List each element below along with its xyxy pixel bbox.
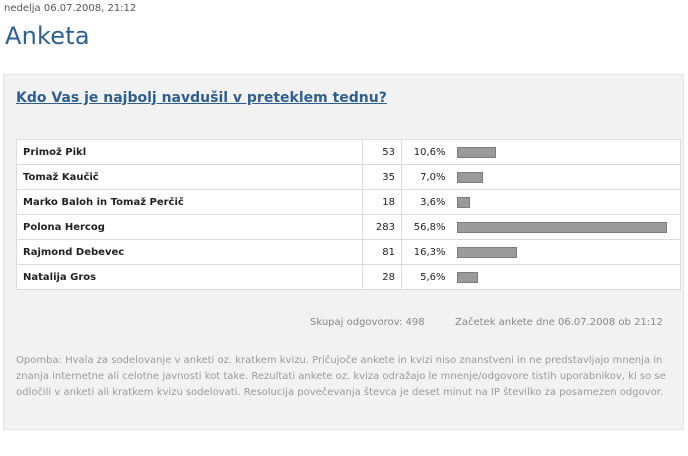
total-votes: Skupaj odgovorov: 498 xyxy=(310,317,425,328)
poll-option-name: Marko Baloh in Tomaž Perčič xyxy=(16,189,363,215)
poll-row: Marko Baloh in Tomaž Perčič 18 3,6% xyxy=(16,189,681,215)
poll-option-percent: 56,8% xyxy=(401,214,454,240)
poll-question-link[interactable]: Kdo Vas je najbolj navdušil v preteklem … xyxy=(16,90,387,106)
poll-row: Rajmond Debevec 81 16,3% xyxy=(16,239,681,265)
poll-row: Polona Hercog 283 56,8% xyxy=(16,214,681,240)
poll-option-name: Primož Pikl xyxy=(16,139,363,165)
poll-option-name: Polona Hercog xyxy=(16,214,363,240)
poll-results-table: Primož Pikl 53 10,6% Tomaž Kaučič 35 7,0% Mark… xyxy=(16,139,681,290)
poll-option-percent: 7,0% xyxy=(401,164,454,190)
poll-row: Natalija Gros 28 5,6% xyxy=(16,264,681,290)
poll-option-bar xyxy=(456,171,483,183)
poll-option-percent: 16,3% xyxy=(401,239,454,265)
poll-option-bar xyxy=(456,196,470,208)
poll-option-bar xyxy=(456,221,667,233)
poll-option-votes: 35 xyxy=(362,164,402,190)
page-title: Anketa xyxy=(5,22,90,50)
poll-option-name: Tomaž Kaučič xyxy=(16,164,363,190)
poll-panel: Kdo Vas je najbolj navdušil v preteklem … xyxy=(3,74,684,430)
poll-option-bar xyxy=(456,246,517,258)
poll-option-votes: 283 xyxy=(362,214,402,240)
poll-option-bar xyxy=(456,271,478,283)
poll-bar-cell xyxy=(453,189,681,215)
poll-option-name: Natalija Gros xyxy=(16,264,363,290)
poll-option-percent: 5,6% xyxy=(401,264,454,290)
poll-row: Primož Pikl 53 10,6% xyxy=(16,139,681,165)
poll-row: Tomaž Kaučič 35 7,0% xyxy=(16,164,681,190)
poll-option-percent: 10,6% xyxy=(401,139,454,165)
poll-option-votes: 81 xyxy=(362,239,402,265)
date-line: nedelja 06.07.2008, 21:12 xyxy=(4,3,137,14)
poll-start-info: Začetek ankete dne 06.07.2008 ob 21:12 xyxy=(455,317,663,328)
poll-option-percent: 3,6% xyxy=(401,189,454,215)
poll-bar-cell xyxy=(453,239,681,265)
poll-note: Opomba: Hvala za sodelovanje v anketi oz… xyxy=(16,355,666,398)
poll-bar-cell xyxy=(453,214,681,240)
poll-bar-cell xyxy=(453,164,681,190)
poll-option-bar xyxy=(456,146,496,158)
poll-option-votes: 18 xyxy=(362,189,402,215)
poll-bar-cell xyxy=(453,264,681,290)
poll-option-name: Rajmond Debevec xyxy=(16,239,363,265)
poll-option-votes: 53 xyxy=(362,139,402,165)
poll-option-votes: 28 xyxy=(362,264,402,290)
poll-bar-cell xyxy=(453,139,681,165)
